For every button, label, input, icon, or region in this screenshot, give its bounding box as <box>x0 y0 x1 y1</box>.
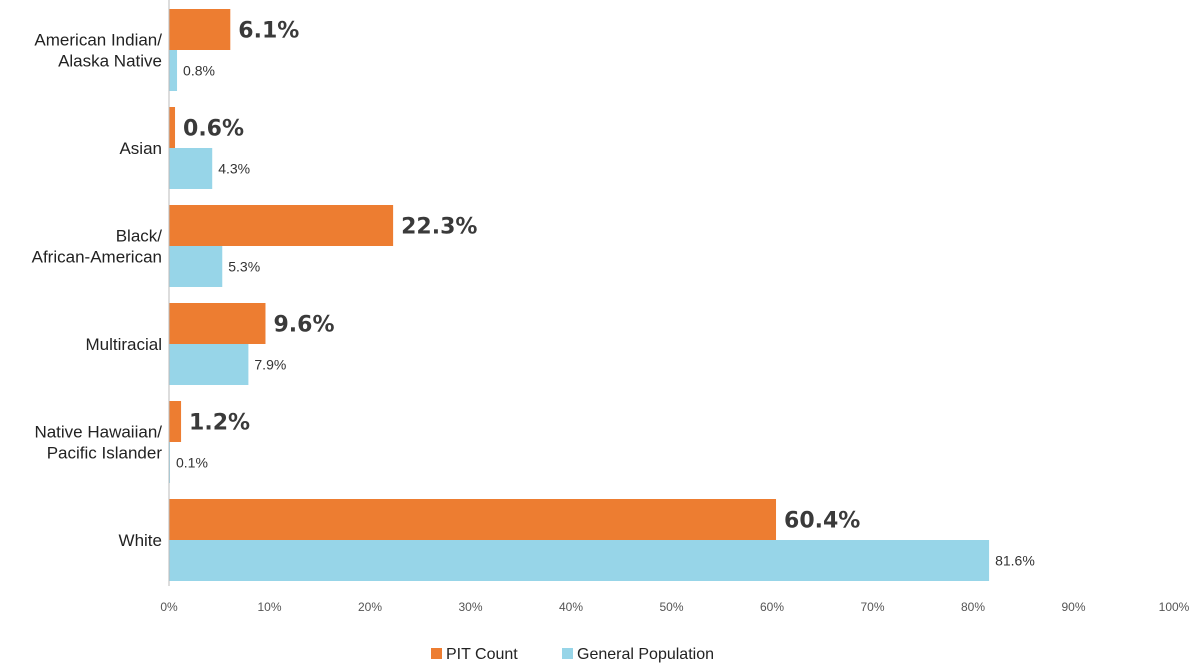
bar-pit-count <box>169 401 182 442</box>
x-tick-label: 40% <box>559 600 583 614</box>
x-tick-label: 90% <box>1061 600 1085 614</box>
data-label-pit-count: 9.6% <box>273 313 334 338</box>
x-tick-label: 70% <box>860 600 884 614</box>
bars-group: 6.1% 0.8% 0.6% 4.3% 22.3% 5.3% 9.6% 7.9% 1.2% 0.1… <box>169 9 1035 581</box>
category-label: Native Hawaiian/ <box>34 423 162 442</box>
bar-pit-count <box>169 499 777 540</box>
category-label: White <box>119 531 162 550</box>
bar-pit-count <box>169 303 266 344</box>
data-label-pit-count: 22.3% <box>401 215 477 240</box>
x-axis-ticks: 0% 10% 20% 30% 40% 50% 60% 70% 80% 90% 100% <box>160 600 1189 614</box>
data-label-pit-count: 1.2% <box>189 411 250 436</box>
bar-general-population <box>169 540 990 581</box>
legend-label: PIT Count <box>446 646 518 663</box>
x-tick-label: 10% <box>257 600 281 614</box>
bar-general-population <box>169 50 178 91</box>
x-tick-label: 100% <box>1159 600 1190 614</box>
category-label: Asian <box>119 139 162 158</box>
x-tick-label: 30% <box>458 600 482 614</box>
data-label-general-population: 0.8% <box>183 63 215 79</box>
bar-pit-count <box>169 9 231 50</box>
data-label-pit-count: 6.1% <box>238 19 299 44</box>
legend-swatch <box>562 648 573 659</box>
bar-general-population <box>169 442 171 483</box>
data-label-pit-count: 60.4% <box>784 509 860 534</box>
data-label-general-population: 4.3% <box>218 161 250 177</box>
category-label: Black/ <box>116 227 163 246</box>
category-label: African-American <box>32 248 162 267</box>
category-label: Pacific Islander <box>47 444 163 463</box>
bar-general-population <box>169 246 223 287</box>
data-label-pit-count: 0.6% <box>183 117 244 142</box>
category-labels: American Indian/Alaska Native Asian Black/… <box>32 31 163 551</box>
x-tick-label: 20% <box>358 600 382 614</box>
data-label-general-population: 5.3% <box>228 259 260 275</box>
legend-swatch <box>431 648 442 659</box>
category-label: American Indian/ <box>34 31 162 50</box>
bar-general-population <box>169 344 249 385</box>
bar-pit-count <box>169 107 176 148</box>
category-label: Multiracial <box>85 335 162 354</box>
legend-label: General Population <box>577 646 714 663</box>
bar-pit-count <box>169 205 394 246</box>
legend: PIT Count General Population <box>431 646 714 663</box>
x-tick-label: 50% <box>659 600 683 614</box>
x-tick-label: 80% <box>961 600 985 614</box>
x-tick-label: 0% <box>160 600 178 614</box>
category-label: Alaska Native <box>58 52 162 71</box>
data-label-general-population: 0.1% <box>176 455 208 471</box>
x-tick-label: 60% <box>760 600 784 614</box>
bar-general-population <box>169 148 213 189</box>
data-label-general-population: 7.9% <box>254 357 286 373</box>
data-label-general-population: 81.6% <box>995 553 1035 569</box>
